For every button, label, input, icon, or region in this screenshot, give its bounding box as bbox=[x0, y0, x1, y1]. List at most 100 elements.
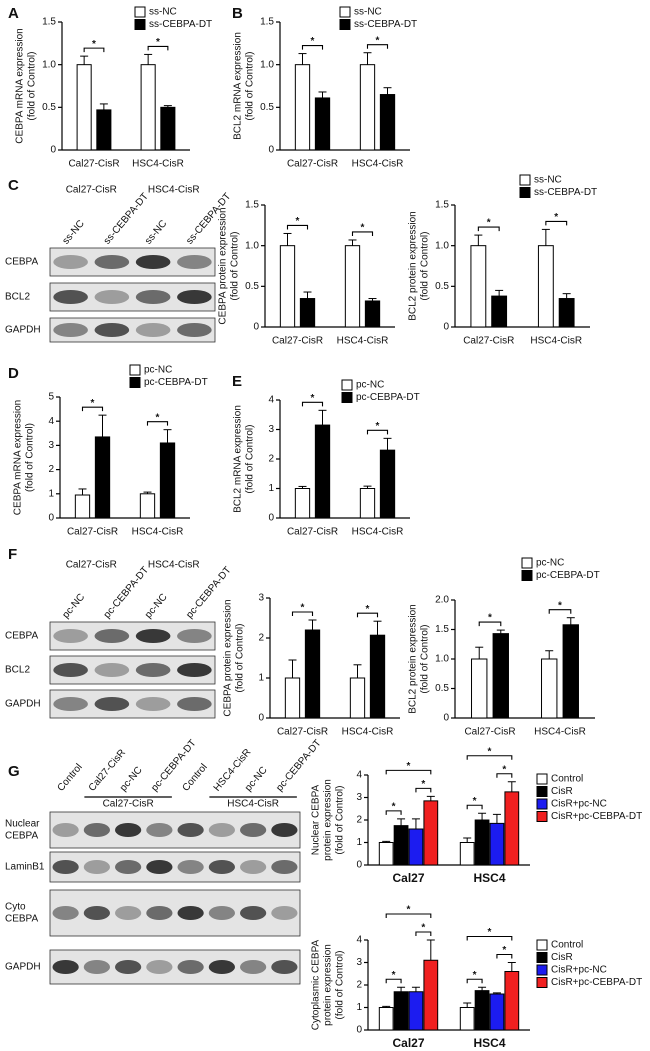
significance-label: * bbox=[156, 412, 160, 423]
group-label: Cal27-CisR bbox=[66, 560, 117, 571]
legend-label: ss-NC bbox=[149, 7, 177, 18]
y-axis-label: BCL2 protein expression bbox=[408, 604, 419, 714]
blot-band bbox=[83, 823, 110, 837]
y-axis-label: (fold of Control) bbox=[230, 232, 241, 301]
blot-band bbox=[53, 697, 88, 711]
significance-label: * bbox=[558, 600, 562, 611]
significance-label: * bbox=[92, 39, 96, 50]
panel-letter: E bbox=[232, 373, 242, 390]
panel-letter: F bbox=[8, 546, 17, 563]
significance-label: * bbox=[156, 37, 160, 48]
panel-letter: C bbox=[8, 177, 19, 194]
x-tick-label: Cal27-CisR bbox=[287, 159, 338, 170]
blot-band bbox=[177, 960, 204, 974]
blot-band bbox=[94, 323, 130, 337]
blot-band bbox=[135, 323, 171, 337]
significance-bracket bbox=[81, 406, 104, 412]
significance-bracket bbox=[478, 621, 502, 627]
bar bbox=[279, 245, 296, 328]
y-tick-label: 1.5 bbox=[42, 17, 56, 28]
significance-bracket bbox=[477, 226, 500, 232]
blot-strip bbox=[49, 247, 216, 277]
y-axis-label: BCL2 protein expression bbox=[408, 211, 419, 321]
legend-swatch bbox=[536, 798, 548, 810]
blot-band bbox=[240, 860, 267, 874]
blot-band bbox=[240, 960, 267, 974]
y-tick-label: 4 bbox=[48, 416, 54, 427]
blot-band bbox=[53, 290, 88, 304]
y-tick-label: 1 bbox=[48, 488, 54, 499]
y-tick-label: 1.0 bbox=[435, 240, 449, 251]
x-tick-label: Cal27-CisR bbox=[67, 527, 118, 538]
y-axis-label: CEBPA protein expression bbox=[218, 207, 229, 324]
significance-bracket bbox=[83, 47, 105, 53]
blot-band bbox=[177, 823, 204, 837]
panel-letter: G bbox=[8, 763, 20, 780]
group-label: Cal27-CisR bbox=[103, 799, 154, 810]
y-tick-label: 1 bbox=[258, 673, 264, 684]
legend-label: CisR bbox=[551, 786, 573, 797]
bar bbox=[299, 298, 316, 328]
y-axis-label: (fold of Control) bbox=[420, 625, 431, 694]
blot-band bbox=[135, 697, 171, 711]
bar bbox=[359, 64, 376, 151]
y-tick-label: 0 bbox=[50, 145, 56, 156]
y-tick-label: 1.5 bbox=[245, 200, 259, 211]
x-tick-label: HSC4 bbox=[473, 871, 505, 885]
significance-label: * bbox=[91, 398, 95, 409]
blot-band bbox=[240, 823, 267, 837]
lane-label: pc-NC bbox=[143, 592, 170, 621]
legend-label: ss-CEBPA-DT bbox=[534, 187, 597, 198]
y-tick-label: 5 bbox=[48, 392, 54, 403]
significance-bracket bbox=[366, 44, 389, 49]
significance-label: * bbox=[376, 421, 380, 432]
significance-bracket bbox=[286, 224, 309, 230]
significance-bracket bbox=[147, 45, 169, 51]
y-tick-label: 1 bbox=[356, 837, 362, 848]
bar bbox=[459, 842, 475, 866]
y-axis-label: CEBPA mRNA expression bbox=[13, 400, 24, 515]
panel-letter: B bbox=[232, 5, 243, 22]
bar bbox=[423, 800, 439, 866]
significance-bracket bbox=[466, 935, 513, 941]
row-label: GAPDH bbox=[5, 962, 41, 973]
significance-label: * bbox=[488, 746, 492, 757]
y-axis-label: CEBPA protein expression bbox=[223, 599, 234, 716]
y-axis-label: Cytoplasmic CEBPA bbox=[311, 939, 322, 1030]
legend-label: CisR+pc-NC bbox=[551, 799, 607, 810]
significance-label: * bbox=[421, 779, 425, 790]
legend-label: ss-CEBPA-DT bbox=[354, 19, 417, 30]
blot-band bbox=[135, 290, 171, 304]
legend-label: CisR+pc-CEBPA-DT bbox=[551, 977, 642, 988]
y-tick-label: 4 bbox=[356, 935, 362, 946]
x-tick-label: HSC4-CisR bbox=[530, 336, 582, 347]
y-tick-label: 0 bbox=[258, 713, 264, 724]
x-tick-label: Cal27-CisR bbox=[464, 727, 515, 738]
significance-bracket bbox=[146, 421, 169, 426]
significance-label: * bbox=[392, 970, 396, 981]
blot-strip bbox=[49, 317, 216, 343]
blot-band bbox=[208, 960, 235, 974]
significance-label: * bbox=[407, 761, 411, 772]
y-tick-label: 1 bbox=[356, 1002, 362, 1013]
bar bbox=[393, 991, 409, 1031]
significance-label: * bbox=[392, 802, 396, 813]
y-tick-label: 0.5 bbox=[435, 683, 449, 694]
x-tick-label: HSC4-CisR bbox=[534, 727, 586, 738]
row-label: Cyto bbox=[5, 902, 26, 913]
legend-swatch bbox=[341, 392, 353, 403]
legend-label: pc-NC bbox=[144, 365, 172, 376]
y-tick-label: 2.0 bbox=[435, 595, 449, 606]
legend-label: pc-NC bbox=[356, 380, 384, 391]
bar bbox=[470, 245, 487, 328]
y-axis-label: protein expression bbox=[323, 944, 334, 1026]
bar bbox=[344, 245, 361, 328]
x-tick-label: Cal27 bbox=[392, 1036, 424, 1050]
row-label: CEBPA bbox=[5, 831, 38, 842]
blot-band bbox=[240, 906, 267, 920]
blot-band bbox=[52, 960, 79, 974]
blot-band bbox=[146, 860, 173, 874]
blot-band bbox=[115, 906, 142, 920]
significance-label: * bbox=[473, 970, 477, 981]
legend-swatch bbox=[134, 6, 146, 18]
